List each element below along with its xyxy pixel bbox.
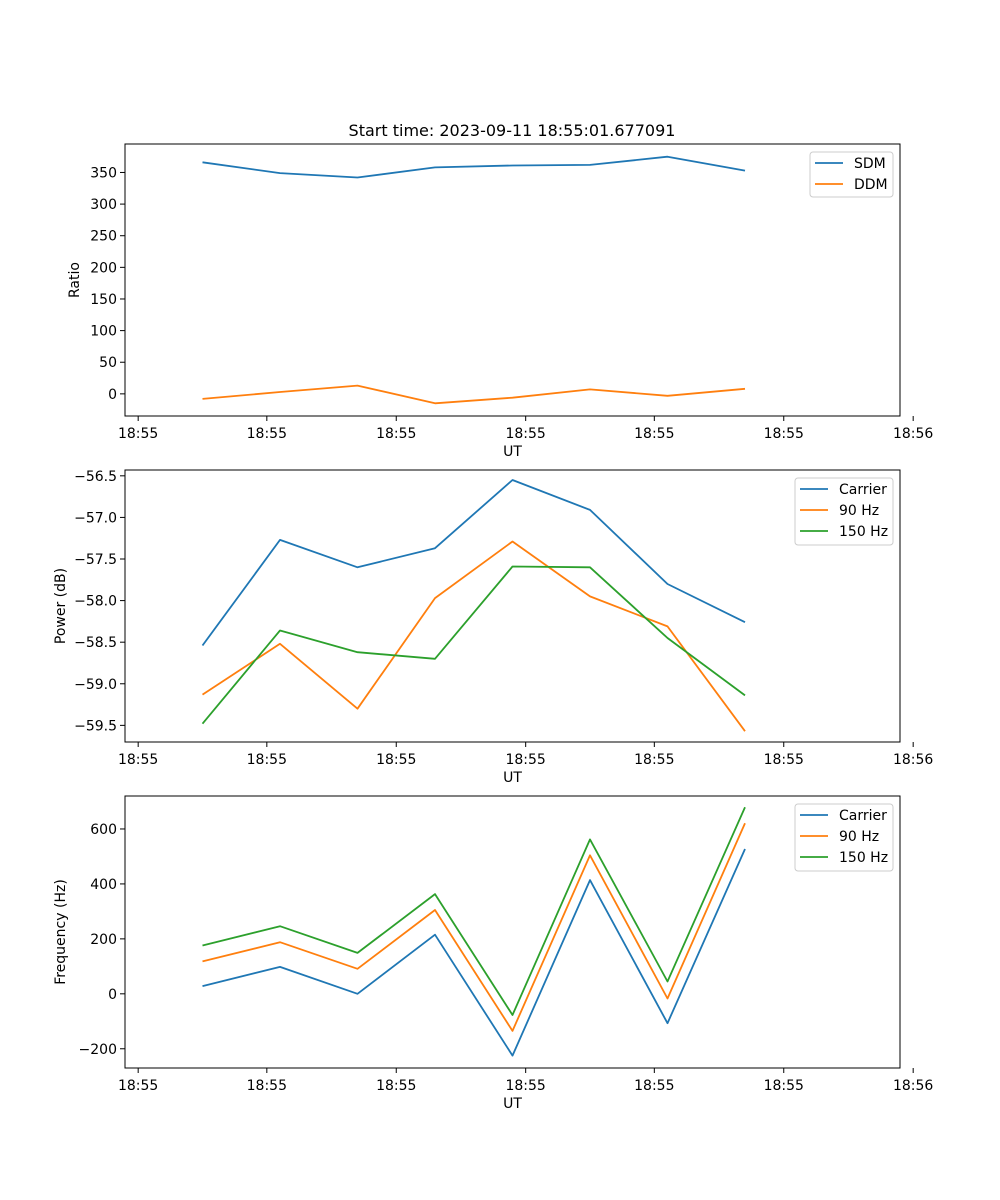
x-tick-label: 18:55 [376, 752, 416, 768]
legend-label: DDM [854, 177, 888, 193]
y-tick-label: 100 [90, 324, 117, 340]
x-tick-label: 18:55 [505, 752, 545, 768]
y-tick-label: 400 [90, 877, 117, 893]
plot-frame [124, 143, 901, 417]
series-line-90-hz [202, 540, 746, 732]
y-tick-label: 200 [90, 260, 117, 276]
x-tick-label: 18:55 [634, 752, 674, 768]
x-tick-label: 18:55 [634, 1078, 674, 1094]
legend-label: 90 Hz [839, 503, 879, 519]
x-tick-label: 18:55 [764, 1078, 804, 1094]
y-tick-label: −200 [79, 1042, 117, 1058]
x-axis-label: UT [503, 770, 522, 786]
x-tick-label: 18:55 [118, 1078, 158, 1094]
y-tick-label: −58.5 [74, 635, 117, 651]
figure-title: Start time: 2023-09-11 18:55:01.677091 [349, 121, 676, 140]
y-tick-label: 0 [108, 987, 117, 1003]
plot-frame [124, 469, 901, 743]
y-tick-label: −58.0 [74, 594, 117, 610]
legend-label: Carrier [839, 808, 887, 824]
x-tick-label: 18:55 [505, 1078, 545, 1094]
x-tick-label: 18:55 [247, 426, 287, 442]
power-subplot: 18:55 18:55 18:55 18:55 18:55 18:55 18:56 −59.5… [53, 469, 933, 786]
y-tick-label: 150 [90, 292, 117, 308]
series-line-carrier [201, 479, 746, 647]
x-tick-label: 18:55 [505, 426, 545, 442]
legend-label: Carrier [839, 482, 887, 498]
y-tick-label: −59.5 [74, 718, 117, 734]
y-tick-label: −57.0 [74, 510, 117, 526]
y-tick-label: −57.5 [74, 552, 117, 568]
x-tick-label: 18:55 [376, 426, 416, 442]
frequency-subplot: 18:55 18:55 18:55 18:55 18:55 18:55 18:56 −200 0… [53, 795, 933, 1112]
legend-label: 90 Hz [839, 829, 879, 845]
y-tick-label: 200 [90, 932, 117, 948]
y-tick-label: 250 [90, 229, 117, 245]
x-tick-label: 18:56 [893, 752, 933, 768]
x-tick-label: 18:55 [247, 752, 287, 768]
y-tick-label: −56.5 [74, 469, 117, 485]
x-axis-label: UT [503, 1096, 522, 1112]
x-tick-label: 18:55 [118, 752, 158, 768]
y-axis-label: Ratio [67, 262, 83, 298]
x-axis-label: UT [503, 444, 522, 460]
series-line-90-hz [202, 822, 746, 1032]
x-tick-label: 18:55 [118, 426, 158, 442]
legend-box [794, 803, 894, 872]
x-tick-label: 18:55 [247, 1078, 287, 1094]
y-axis-label: Frequency (Hz) [53, 879, 69, 985]
series-line-150-hz [202, 806, 746, 1016]
y-tick-label: 350 [90, 165, 117, 181]
series-line-150-hz [201, 565, 746, 725]
legend-label: SDM [854, 156, 886, 172]
series-line-sdm [202, 155, 746, 179]
y-tick-label: 300 [90, 197, 117, 213]
y-axis-label: Power (dB) [53, 568, 69, 644]
ratio-subplot: 18:55 18:55 18:55 18:55 18:55 18:55 18:56 0 50 10… [67, 143, 933, 460]
y-tick-label: 600 [90, 822, 117, 838]
x-tick-label: 18:55 [764, 752, 804, 768]
y-tick-label: 0 [108, 387, 117, 403]
legend-box [794, 477, 894, 546]
legend-label: 150 Hz [839, 524, 888, 540]
legend-label: 150 Hz [839, 850, 888, 866]
series-line-ddm [202, 384, 746, 405]
x-tick-label: 18:56 [893, 426, 933, 442]
x-tick-label: 18:56 [893, 1078, 933, 1094]
x-tick-label: 18:55 [376, 1078, 416, 1094]
y-tick-label: −59.0 [74, 677, 117, 693]
x-tick-label: 18:55 [764, 426, 804, 442]
series-line-carrier [202, 848, 746, 1057]
x-tick-label: 18:55 [634, 426, 674, 442]
plot-frame [124, 795, 901, 1069]
y-tick-label: 50 [99, 355, 117, 371]
